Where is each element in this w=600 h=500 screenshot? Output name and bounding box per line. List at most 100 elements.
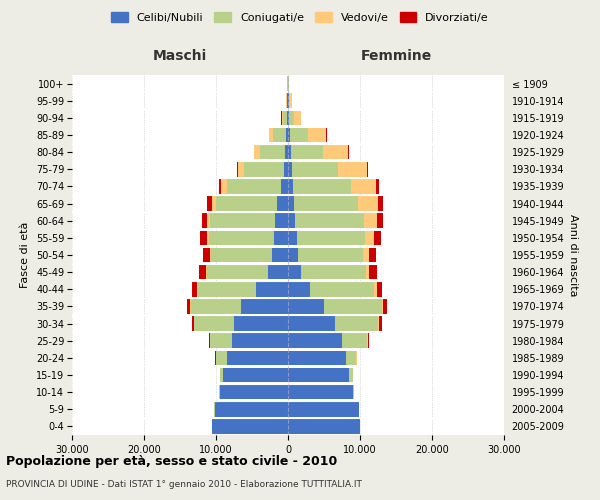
Bar	[192, 316, 194, 331]
Bar	[232, 334, 288, 348]
Bar	[296, 230, 365, 245]
Bar	[227, 179, 281, 194]
Bar	[254, 145, 260, 160]
Bar	[220, 368, 223, 382]
Bar	[368, 334, 369, 348]
Bar	[286, 128, 288, 142]
Bar	[274, 230, 288, 245]
Bar	[208, 196, 212, 211]
Bar	[285, 145, 288, 160]
Bar	[295, 214, 364, 228]
Bar	[220, 385, 288, 400]
Bar	[206, 265, 268, 280]
Bar	[283, 110, 287, 125]
Text: Maschi: Maschi	[153, 49, 207, 63]
Text: PROVINCIA DI UDINE - Dati ISTAT 1° gennaio 2010 - Elaborazione TUTTITALIA.IT: PROVINCIA DI UDINE - Dati ISTAT 1° genna…	[6, 480, 362, 489]
Bar	[342, 334, 367, 348]
Bar	[234, 316, 288, 331]
Bar	[288, 419, 360, 434]
Bar	[187, 299, 190, 314]
Bar	[284, 162, 288, 176]
Bar	[295, 196, 358, 211]
Bar	[277, 196, 288, 211]
Legend: Celibi/Nubili, Coniugati/e, Vedovi/e, Divorziati/e: Celibi/Nubili, Coniugati/e, Vedovi/e, Di…	[107, 8, 493, 28]
Bar	[358, 196, 378, 211]
Bar	[288, 385, 353, 400]
Bar	[199, 265, 206, 280]
Y-axis label: Anni di nascita: Anni di nascita	[568, 214, 578, 296]
Bar	[268, 265, 288, 280]
Bar	[288, 110, 289, 125]
Bar	[291, 145, 323, 160]
Bar	[298, 248, 363, 262]
Bar	[287, 94, 288, 108]
Bar	[275, 214, 288, 228]
Bar	[288, 128, 290, 142]
Bar	[350, 179, 376, 194]
Bar	[288, 265, 301, 280]
Bar	[290, 128, 308, 142]
Bar	[288, 368, 349, 382]
Bar	[215, 402, 288, 416]
Bar	[200, 230, 206, 245]
Bar	[288, 145, 291, 160]
Bar	[377, 214, 383, 228]
Bar	[288, 162, 292, 176]
Bar	[324, 299, 382, 314]
Bar	[256, 282, 288, 296]
Bar	[241, 299, 288, 314]
Bar	[203, 248, 209, 262]
Bar	[289, 94, 292, 108]
Bar	[281, 179, 288, 194]
Bar	[378, 316, 379, 331]
Bar	[288, 350, 346, 365]
Bar	[374, 282, 377, 296]
Bar	[368, 248, 376, 262]
Bar	[273, 128, 286, 142]
Bar	[272, 248, 288, 262]
Bar	[197, 282, 198, 296]
Bar	[208, 214, 210, 228]
Bar	[221, 179, 227, 194]
Bar	[260, 145, 285, 160]
Bar	[293, 179, 350, 194]
Bar	[209, 248, 211, 262]
Bar	[288, 316, 335, 331]
Bar	[216, 196, 277, 211]
Bar	[210, 334, 232, 348]
Bar	[366, 265, 370, 280]
Bar	[383, 299, 388, 314]
Bar	[382, 299, 383, 314]
Bar	[191, 299, 241, 314]
Bar	[379, 316, 382, 331]
Bar	[353, 385, 354, 400]
Bar	[289, 110, 294, 125]
Bar	[206, 230, 209, 245]
Bar	[346, 350, 356, 365]
Bar	[365, 230, 374, 245]
Bar	[212, 196, 216, 211]
Bar	[364, 214, 377, 228]
Bar	[349, 368, 353, 382]
Bar	[378, 196, 383, 211]
Bar	[219, 179, 221, 194]
Bar	[288, 402, 359, 416]
Bar	[198, 282, 256, 296]
Y-axis label: Fasce di età: Fasce di età	[20, 222, 31, 288]
Bar	[367, 162, 368, 176]
Bar	[335, 316, 378, 331]
Bar	[363, 248, 368, 262]
Text: Popolazione per età, sesso e stato civile - 2010: Popolazione per età, sesso e stato civil…	[6, 455, 337, 468]
Bar	[301, 265, 366, 280]
Bar	[288, 196, 295, 211]
Bar	[281, 110, 283, 125]
Text: Femmine: Femmine	[361, 49, 431, 63]
Bar	[216, 350, 227, 365]
Bar	[238, 162, 244, 176]
Bar	[356, 350, 358, 365]
Bar	[288, 179, 293, 194]
Bar	[237, 162, 238, 176]
Bar	[211, 248, 272, 262]
Bar	[210, 214, 275, 228]
Bar	[223, 368, 288, 382]
